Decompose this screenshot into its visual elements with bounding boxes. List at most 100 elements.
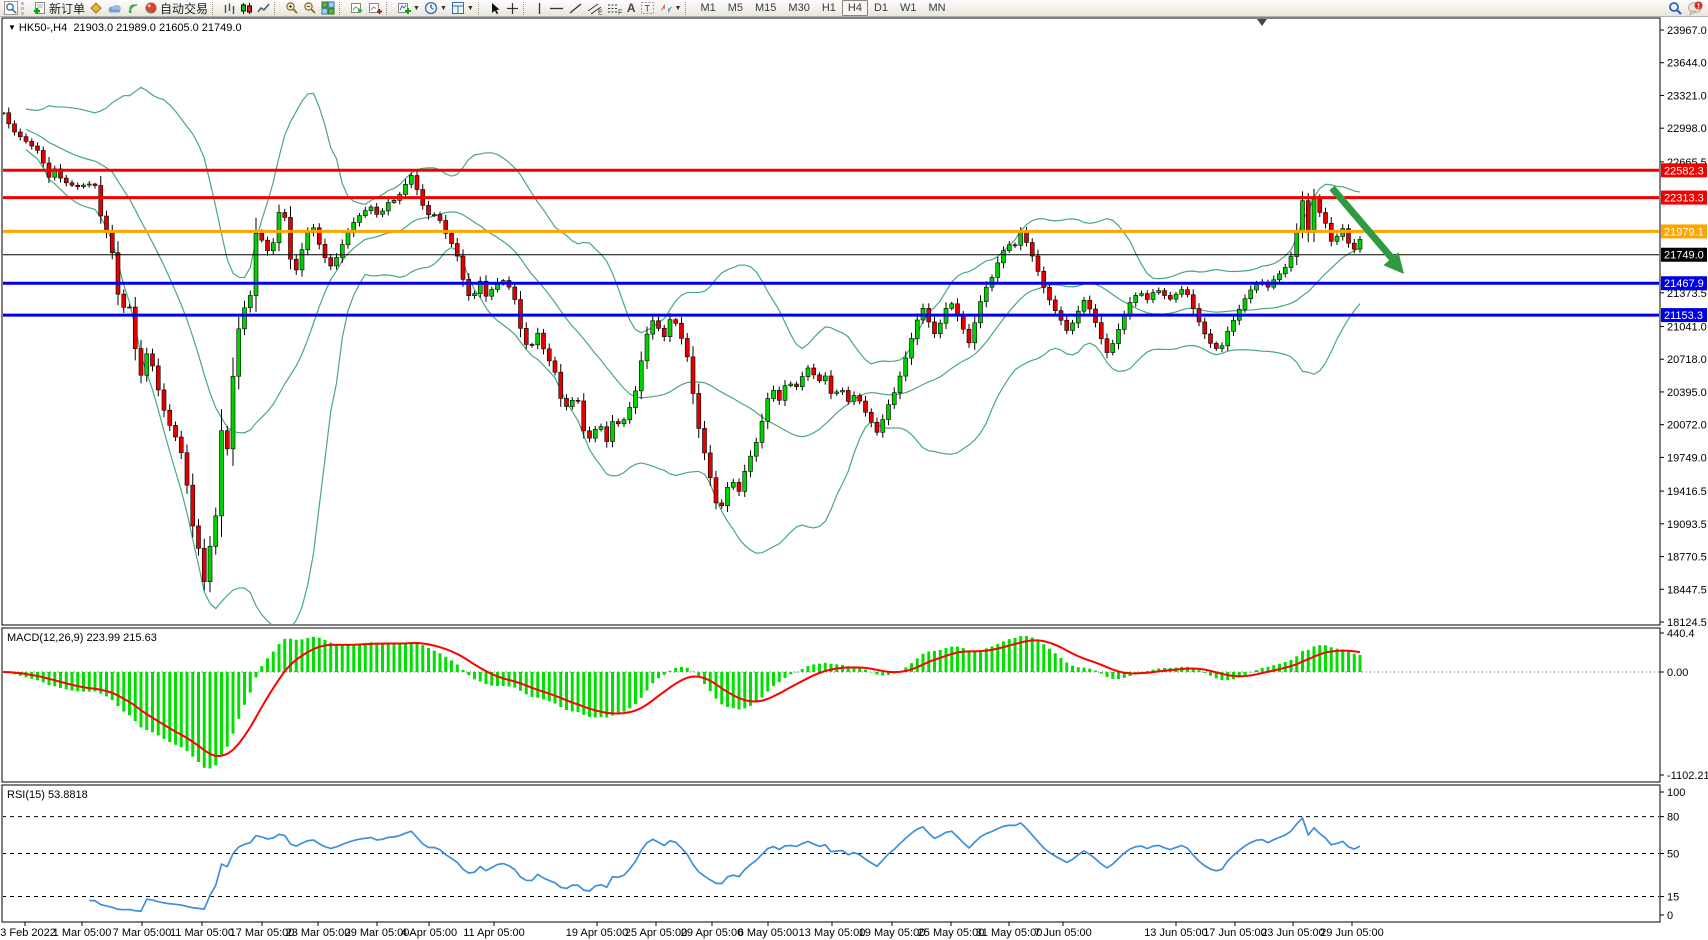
toolbar-separator [274, 1, 280, 15]
timeframe-w1-button[interactable]: W1 [900, 2, 917, 14]
crosshair-tool-button[interactable] [504, 1, 521, 16]
svg-text:22998.0: 22998.0 [1667, 123, 1707, 135]
trendline-tool-button[interactable] [566, 1, 585, 16]
zoom-in-button[interactable] [283, 1, 301, 16]
new-order-label: 新订单 [49, 1, 86, 16]
svg-text:23321.0: 23321.0 [1667, 90, 1707, 102]
timeframe-m15-button[interactable]: M15 [755, 2, 777, 14]
text-tool-button[interactable]: A [625, 1, 638, 16]
chat-bubble-icon [1688, 1, 1703, 16]
chart-window[interactable]: 23967.0 23644.0 23321.0 22998.0 22665.5 21373… [0, 17, 1708, 940]
svg-text:13 Jun 05:00: 13 Jun 05:00 [1144, 927, 1208, 939]
autotrade-icon [145, 2, 157, 14]
add-indicator-icon [398, 3, 412, 14]
toolbar-separator [339, 1, 345, 15]
cursor-tool-button[interactable] [487, 1, 504, 16]
dropdown-caret-icon: ▼ [439, 4, 447, 12]
dropdown-caret-icon: ▼ [466, 4, 474, 12]
svg-text:0: 0 [1667, 910, 1673, 922]
candle-chart-type-button[interactable] [238, 1, 255, 16]
svg-text:23 Mar 05:00: 23 Mar 05:00 [286, 927, 351, 939]
svg-text:6 May 05:00: 6 May 05:00 [738, 927, 799, 939]
cursor-icon [491, 2, 500, 14]
main-pane[interactable] [1, 86, 1660, 632]
svg-text:80: 80 [1667, 812, 1679, 824]
svg-text:19093.5: 19093.5 [1667, 519, 1707, 531]
tile-windows-button[interactable] [319, 1, 337, 16]
svg-text:19749.0: 19749.0 [1667, 452, 1707, 464]
candles-layer [3, 107, 1363, 593]
cloud-button[interactable] [105, 1, 124, 16]
zoom-out-button[interactable] [301, 1, 319, 16]
periods-button[interactable]: ▼ [422, 1, 449, 16]
timeframe-m5-button[interactable]: M5 [727, 2, 744, 14]
price-axis[interactable]: 23967.023644.023321.022998.022665.521373… [1660, 25, 1708, 922]
bar-chart-icon [224, 3, 235, 14]
search-button[interactable] [1666, 1, 1685, 16]
line-chart-type-button[interactable] [255, 1, 272, 16]
signal-icon [128, 4, 138, 14]
svg-text:100: 100 [1667, 787, 1685, 799]
notifications-button[interactable] [1685, 1, 1706, 16]
svg-text:13 May 05:00: 13 May 05:00 [799, 927, 866, 939]
template-next-icon [351, 3, 364, 13]
svg-text:50: 50 [1667, 849, 1679, 861]
svg-text:-1102.21: -1102.21 [1667, 770, 1708, 782]
svg-text:7 Jun 05:00: 7 Jun 05:00 [1034, 927, 1092, 939]
vertical-line-tool-button[interactable] [532, 1, 547, 16]
rsi-pane[interactable] [2, 816, 1660, 913]
chart-search-button[interactable] [2, 1, 20, 16]
signal-button[interactable] [124, 1, 142, 16]
svg-text:29 Jun 05:00: 29 Jun 05:00 [1320, 927, 1384, 939]
dropdown-caret-icon: ▼ [674, 4, 682, 12]
rsi-line [89, 816, 1361, 913]
timeframe-m1-button[interactable]: M1 [700, 2, 716, 14]
bar-chart-type-button[interactable] [221, 1, 238, 16]
new-order-button[interactable]: 新订单 [31, 1, 87, 16]
template-add-button[interactable] [366, 1, 384, 16]
svg-text:21041.0: 21041.0 [1667, 321, 1707, 333]
svg-text:17 Mar 05:00: 17 Mar 05:00 [230, 927, 295, 939]
svg-text:0.00: 0.00 [1667, 667, 1688, 679]
svg-text:29 Apr 05:00: 29 Apr 05:00 [681, 927, 743, 939]
toolbar-separator [522, 1, 529, 15]
tile-windows-icon [321, 1, 335, 15]
bollinger-band-line [25, 86, 1361, 365]
horizontal-line-tool-button[interactable] [547, 1, 566, 16]
toolbar-grip [21, 1, 28, 15]
timeframe-h1-button[interactable]: H1 [821, 2, 836, 14]
autotrade-label: 自动交易 [160, 1, 209, 16]
timeframe-d1-button[interactable]: D1 [873, 2, 889, 14]
timeframe-m30-button[interactable]: M30 [788, 2, 810, 14]
template-next-button[interactable] [348, 1, 366, 16]
crosshair-icon [506, 2, 518, 14]
arrows-shapes-icon [660, 2, 672, 14]
equidistant-channel-tool-button[interactable]: E [585, 1, 605, 16]
svg-text:25 May 05:00: 25 May 05:00 [918, 927, 985, 939]
indicators-button[interactable]: ▼ [395, 1, 422, 16]
svg-text:20395.0: 20395.0 [1667, 387, 1707, 399]
editor-button[interactable] [87, 1, 105, 16]
bollinger-band-line [25, 149, 1361, 624]
text-label-tool-button[interactable]: T [638, 1, 657, 16]
svg-text:21749.0: 21749.0 [1664, 250, 1704, 262]
macd-pane[interactable] [2, 636, 1661, 769]
arrows-tool-button[interactable]: ▼ [657, 1, 684, 16]
trend-arrow-line[interactable] [1329, 185, 1399, 266]
svg-text:18447.5: 18447.5 [1667, 584, 1707, 596]
timeframe-mn-button[interactable]: MN [928, 2, 946, 14]
chart-shift-marker-icon[interactable] [1257, 19, 1267, 26]
clock-icon [424, 1, 438, 15]
svg-text:20072.0: 20072.0 [1667, 420, 1707, 432]
svg-text:E: E [598, 9, 603, 15]
timeframe-h4-button[interactable]: H4 [841, 0, 868, 16]
profiles-button[interactable]: ▼ [449, 1, 476, 16]
cloud-icon [108, 5, 122, 13]
trendline-icon [569, 2, 582, 14]
pane-border [1, 17, 1661, 626]
fibonacci-tool-button[interactable]: F [605, 1, 625, 16]
chart-canvas[interactable]: 23967.023644.023321.022998.022665.521373… [0, 17, 1708, 940]
autotrade-button[interactable]: 自动交易 [142, 1, 210, 16]
horizontal-line-icon [549, 7, 563, 9]
